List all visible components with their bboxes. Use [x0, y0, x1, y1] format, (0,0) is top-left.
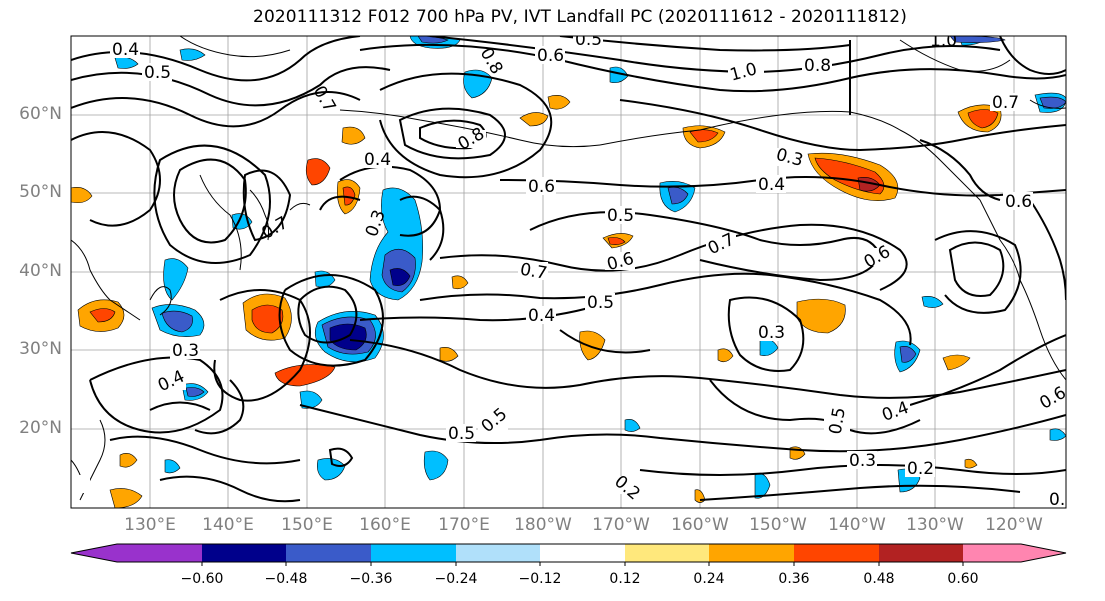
colorbar-swatch — [625, 544, 709, 562]
colorbar-swatch — [540, 544, 625, 562]
colorbar-outline — [70, 543, 1067, 563]
colorbar-swatch — [286, 544, 371, 562]
contour-label: 0.2 — [907, 459, 934, 479]
lon-label: 140°W — [828, 515, 886, 535]
contour-label: 0.3 — [1049, 490, 1076, 510]
contour-label-boxes — [71, 36, 1066, 508]
lat-label: 40°N — [19, 261, 62, 281]
contour-label: 0.3 — [758, 323, 785, 343]
colorbar-tick-label: 0.36 — [778, 571, 810, 587]
contour-label: 0.4 — [364, 150, 391, 170]
colorbar-tick-label: 0.12 — [609, 571, 641, 587]
colorbar-tick-label: −0.12 — [518, 571, 562, 587]
lon-label: 160°W — [671, 515, 729, 535]
contour-label: 0.4 — [528, 306, 555, 326]
lat-label: 50°N — [19, 182, 62, 202]
lon-label: 180°W — [514, 515, 572, 535]
colorbar-tick-label: 0.60 — [947, 571, 979, 587]
contour-label: 0.5 — [607, 206, 634, 226]
colorbar-swatch — [879, 544, 963, 562]
contour-label: 0.3 — [849, 451, 876, 471]
contour-label: 0.8 — [804, 56, 831, 76]
lon-label: 150°E — [281, 515, 333, 535]
lon-label: 120°W — [985, 515, 1043, 535]
contour-label: 0.4 — [112, 40, 139, 60]
colorbar-tick-label: −0.36 — [349, 571, 393, 587]
contour-label: 0.6 — [528, 177, 555, 197]
colorbar-swatch — [371, 544, 456, 562]
colorbar-swatch — [709, 544, 794, 562]
lon-label: 170°E — [438, 515, 490, 535]
map-title: 2020111312 F012 700 hPa PV, IVT Landfall… — [253, 7, 907, 27]
contour-label: 0.5 — [575, 30, 602, 50]
contour-label: 0.4 — [758, 175, 785, 195]
colorbar-swatch — [456, 544, 540, 562]
contour-label: 0.3 — [172, 341, 199, 361]
positive-anomaly-fills — [71, 95, 1002, 508]
contour-label: 0.7 — [992, 93, 1019, 113]
contour-label: 0.5 — [144, 63, 171, 83]
colorbar-tick-label: −0.60 — [180, 571, 224, 587]
colorbar-tick-label: −0.48 — [264, 571, 308, 587]
contour-label: 0.5 — [587, 293, 614, 313]
lon-label: 160°E — [359, 515, 411, 535]
lon-label: 150°W — [749, 515, 807, 535]
gridlines — [71, 36, 1066, 508]
colorbar — [70, 543, 1067, 566]
map-area: 0.4 0.5 0.6 0.5 0.8 1.0 0.8 0.7 0.7 0.8 … — [71, 30, 1076, 510]
lon-label: 130°E — [124, 515, 176, 535]
contour-label: 0.5 — [826, 406, 850, 436]
lon-label: 140°E — [202, 515, 254, 535]
lat-label: 30°N — [19, 339, 62, 359]
coastlines — [71, 36, 1066, 501]
lon-label: 170°W — [592, 515, 650, 535]
colorbar-swatch — [117, 544, 202, 562]
contour-label: 0.7 — [518, 260, 548, 284]
lon-label: 130°W — [906, 515, 964, 535]
contour-label: 0.6 — [537, 46, 564, 66]
map-border — [70, 35, 1067, 509]
colorbar-swatch — [963, 544, 1021, 562]
contour-label: 0.6 — [1005, 192, 1032, 212]
colorbar-tick-label: 0.24 — [693, 571, 725, 587]
colorbar-swatch — [794, 544, 879, 562]
colorbar-swatch — [71, 544, 117, 562]
contour-label: 1.0 — [930, 31, 957, 51]
colorbar-tick-label: −0.24 — [434, 571, 478, 587]
lat-label: 20°N — [19, 418, 62, 438]
lat-label: 60°N — [19, 104, 62, 124]
colorbar-tick-label: 0.48 — [863, 571, 895, 587]
colorbar-swatch — [202, 544, 286, 562]
colorbar-swatch — [1021, 544, 1066, 562]
contour-label: 0.5 — [448, 424, 475, 444]
